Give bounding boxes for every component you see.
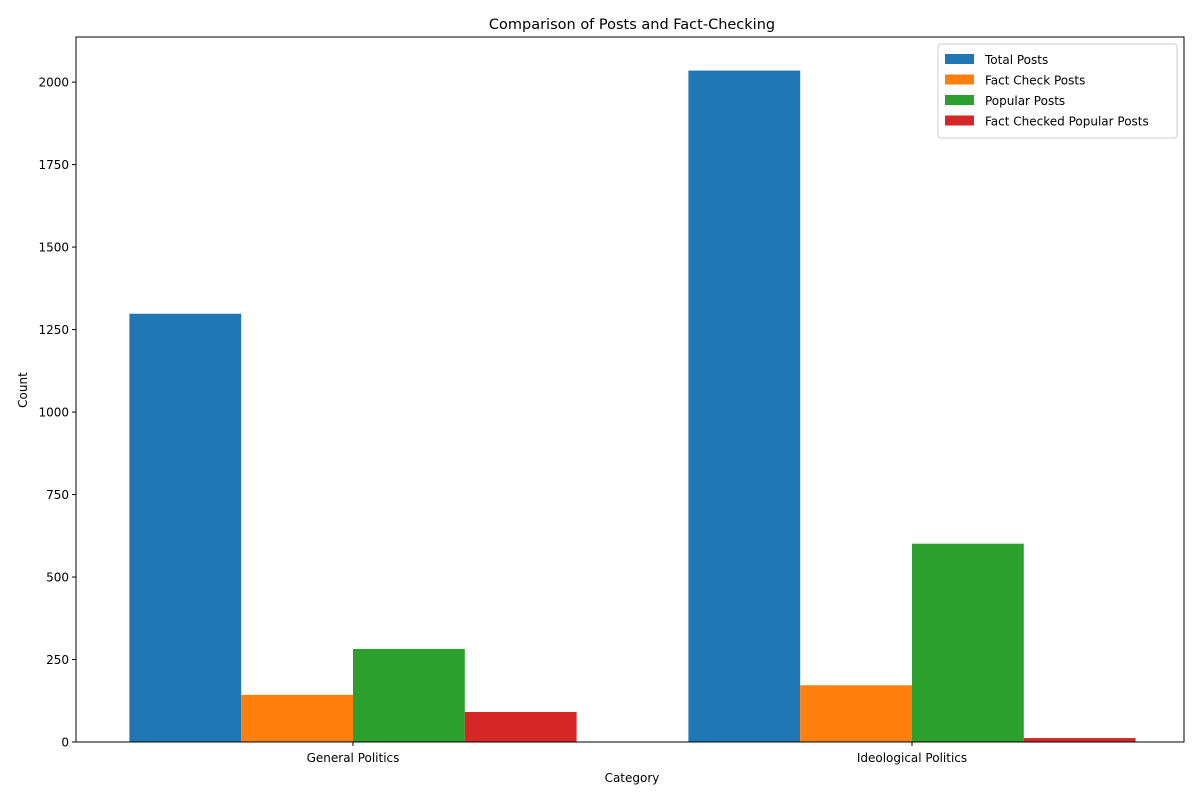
bar-total-posts-0 [129, 313, 242, 742]
y-tick-label: 0 [61, 736, 69, 750]
y-tick-label: 1000 [38, 406, 69, 420]
legend-label: Fact Checked Popular Posts [985, 115, 1149, 129]
bar-total-posts-1 [688, 70, 801, 742]
bars-group [129, 70, 1136, 742]
x-axis-title: Category [605, 771, 660, 785]
bar-fact-checked-popular-posts-0 [464, 711, 577, 742]
y-tick-label: 500 [46, 571, 69, 585]
y-tick-label: 2000 [38, 76, 69, 90]
bar-fact-check-posts-1 [800, 685, 912, 742]
bar-popular-posts-0 [353, 648, 465, 742]
x-tick-label: General Politics [307, 751, 400, 765]
bar-popular-posts-1 [912, 543, 1024, 742]
y-tick-label: 1500 [38, 241, 69, 255]
plot-frame [75, 36, 1185, 743]
bar-fact-check-posts-0 [241, 694, 353, 742]
y-tick-label: 250 [46, 653, 69, 667]
legend-frame [937, 43, 1178, 139]
legend-label: Total Posts [984, 53, 1048, 67]
legend-swatch [945, 115, 974, 126]
y-tick-label: 750 [46, 488, 69, 502]
x-axis: General Politics Ideological Politics [307, 742, 967, 765]
y-axis: 0 250 500 750 1000 1250 1500 1750 2000 [38, 76, 76, 750]
bar-fact-checked-popular-posts-1 [1023, 738, 1136, 742]
legend-swatch [945, 54, 974, 64]
legend-label: Fact Check Posts [985, 74, 1085, 88]
chart-title: Comparison of Posts and Fact-Checking [489, 17, 775, 33]
legend-label: Popular Posts [985, 94, 1065, 108]
y-axis-title: Count [16, 372, 30, 408]
legend-swatch [945, 95, 974, 105]
legend: Total Posts Fact Check Posts Popular Posts… [937, 43, 1178, 139]
y-tick-label: 1250 [38, 323, 69, 337]
legend-swatch [945, 74, 974, 85]
x-tick-label: Ideological Politics [857, 751, 967, 765]
y-tick-label: 1750 [38, 158, 69, 172]
